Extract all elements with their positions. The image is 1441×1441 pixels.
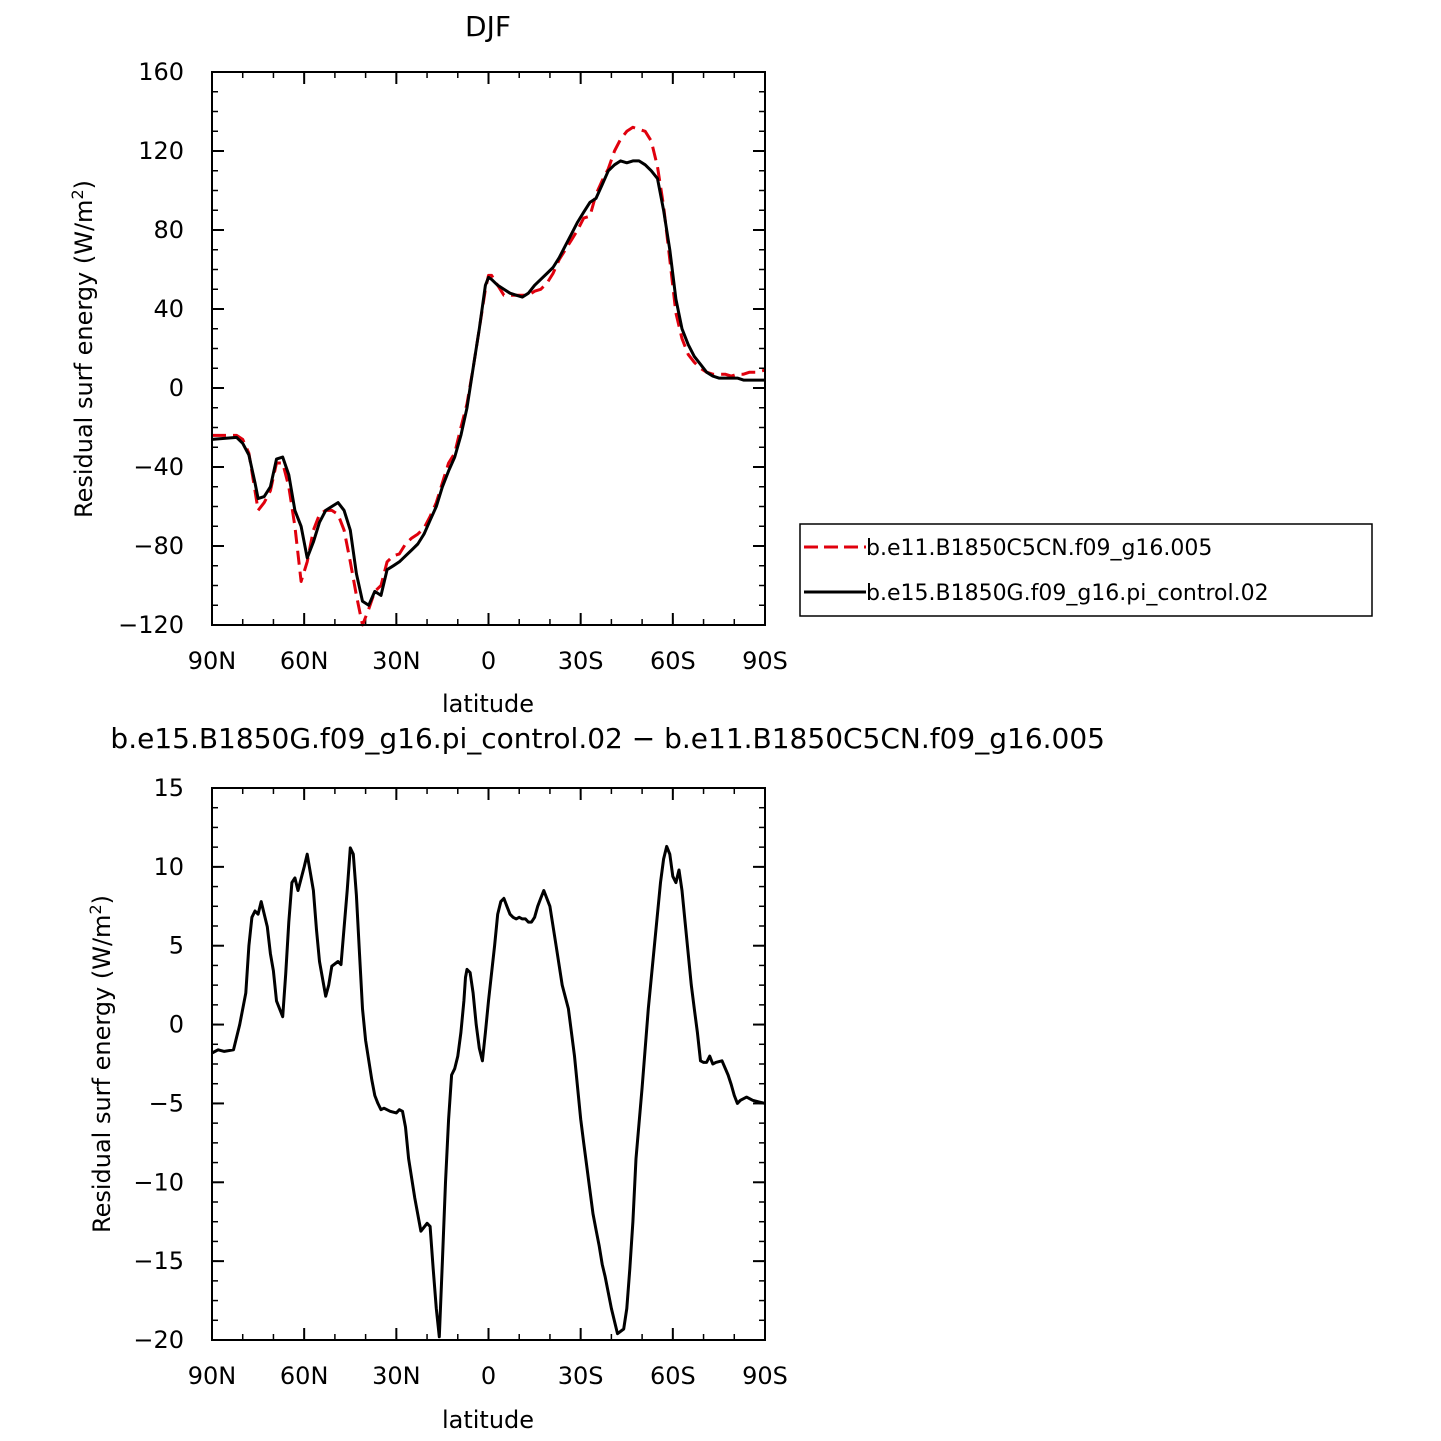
- top-ytick-label: 40: [153, 295, 184, 323]
- top-ytick-label: 0: [169, 374, 184, 402]
- top-series-group: [211, 125, 766, 627]
- top-y-axis-title: Residual surf energy (W/m2): [68, 180, 98, 518]
- top-xtick-label: 0: [481, 647, 496, 675]
- top-ytick-label: 120: [138, 137, 184, 165]
- legend-label-case1: b.e11.B1850C5CN.f09_g16.005: [866, 536, 1212, 561]
- bottom-panel: b.e15.B1850G.f09_g16.pi_control.02 − b.e…: [86, 722, 1105, 1434]
- bottom-ytick-label: −5: [149, 1089, 184, 1117]
- top-xtick-label: 90N: [188, 647, 237, 675]
- bottom-ytick-label: 15: [153, 774, 184, 802]
- bottom-y-axis-title: Residual surf energy (W/m2): [86, 895, 116, 1233]
- bottom-ytick-label: −20: [133, 1326, 184, 1354]
- bottom-ytick-label: −10: [133, 1168, 184, 1196]
- bottom-y-tick-labels: −20 −15 −10 −5 0 5 10 15: [133, 774, 184, 1354]
- top-ytick-label: 80: [153, 216, 184, 244]
- bottom-xtick-label: 30N: [372, 1362, 421, 1390]
- top-y-axis-title-sup: 2: [68, 189, 87, 199]
- bottom-y-axis-title-close: ): [88, 895, 116, 904]
- top-x-axis-title: latitude: [442, 690, 534, 718]
- top-plot-title: DJF: [465, 10, 511, 43]
- top-tick-marks: [211, 71, 766, 626]
- bottom-plot-title: b.e15.B1850G.f09_g16.pi_control.02 − b.e…: [110, 722, 1105, 755]
- top-ytick-label: −80: [133, 532, 184, 560]
- top-ytick-label: −40: [133, 453, 184, 481]
- legend-box: [799, 523, 1373, 617]
- bottom-x-tick-labels: 90N 60N 30N 0 30S 60S 90S: [188, 1362, 788, 1390]
- top-series-line-2: [211, 159, 765, 607]
- top-series-line-1: [212, 125, 766, 627]
- bottom-ytick-label: 0: [169, 1011, 184, 1039]
- bottom-xtick-label: 90S: [742, 1362, 788, 1390]
- bottom-xtick-label: 60N: [280, 1362, 329, 1390]
- top-panel: DJF −120 −80 −40 0 40 80 120 160 90N 60N 30N 0 30S 6…: [68, 10, 788, 718]
- bottom-xtick-label: 0: [481, 1362, 496, 1390]
- top-plot-frame: [211, 71, 766, 626]
- bottom-xtick-label: 90N: [188, 1362, 237, 1390]
- bottom-xtick-label: 30S: [558, 1362, 604, 1390]
- top-xtick-label: 30N: [372, 647, 421, 675]
- bottom-series-line-1: [211, 844, 766, 1339]
- top-ytick-label: −120: [118, 611, 184, 639]
- top-x-tick-labels: 90N 60N 30N 0 30S 60S 90S: [188, 647, 788, 675]
- bottom-x-axis-title: latitude: [442, 1406, 534, 1434]
- top-y-axis-title-main: Residual surf energy (W/m: [70, 200, 98, 518]
- bottom-series-group: [211, 844, 766, 1339]
- bottom-xtick-label: 60S: [650, 1362, 696, 1390]
- bottom-plot-frame: [211, 787, 766, 1341]
- bottom-ytick-label: −15: [133, 1247, 184, 1275]
- top-xtick-label: 90S: [742, 647, 788, 675]
- bottom-ytick-label: 5: [169, 932, 184, 960]
- top-xtick-label: 60N: [280, 647, 329, 675]
- bottom-y-axis-title-sup: 2: [86, 904, 105, 914]
- top-xtick-label: 30S: [558, 647, 604, 675]
- bottom-y-axis-title-main: Residual surf energy (W/m: [88, 915, 116, 1233]
- top-y-axis-title-close: ): [70, 180, 98, 189]
- top-ytick-label: 160: [138, 58, 184, 86]
- legend: b.e11.B1850C5CN.f09_g16.005 b.e15.B1850G…: [799, 523, 1373, 617]
- legend-label-case2: b.e15.B1850G.f09_g16.pi_control.02: [866, 581, 1269, 606]
- top-y-tick-labels: −120 −80 −40 0 40 80 120 160: [118, 58, 184, 639]
- top-xtick-label: 60S: [650, 647, 696, 675]
- bottom-tick-marks: [211, 787, 766, 1341]
- bottom-ytick-label: 10: [153, 853, 184, 881]
